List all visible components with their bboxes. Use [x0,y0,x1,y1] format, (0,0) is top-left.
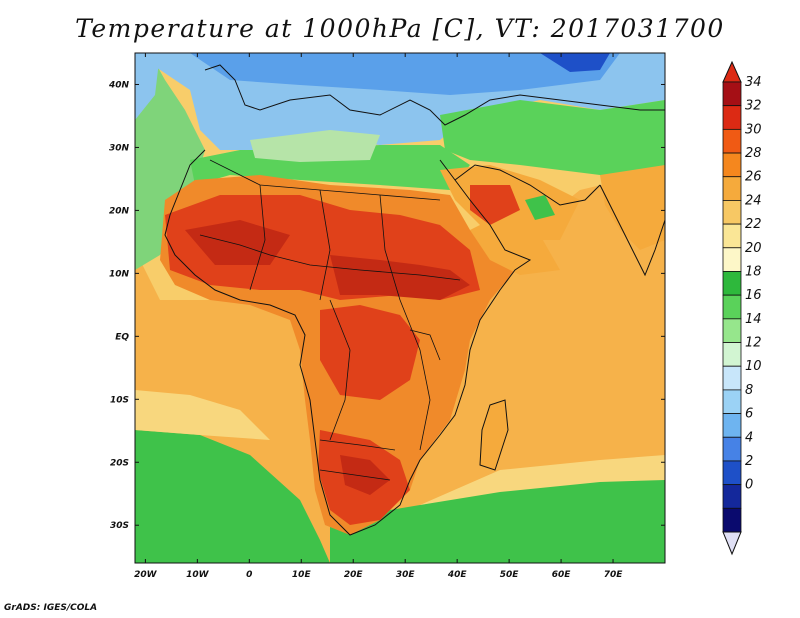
colorbar-label: 16 [745,288,762,303]
colorbar-label: 34 [745,75,762,90]
lon-tick-label: 20E [344,570,364,580]
map-title: Temperature at 1000hPa [C], VT: 20170317… [75,14,725,43]
central-africa-hottest [330,255,470,300]
temperature-field [135,53,665,563]
arabian-coastline [454,164,601,206]
colorbar-label: 12 [745,336,762,351]
colorbar-swatch [722,176,742,201]
lon-tick-label: 60E [552,570,572,580]
lat-tick-label: 20S [110,458,129,468]
lat-tick-label: 30N [109,143,130,153]
lon-tick-label: 30E [396,570,416,580]
colorbar-swatch [722,152,742,178]
colorbar-label: 20 [745,241,762,256]
black-sea-cold [540,53,610,72]
kalahari-hottest [340,455,390,495]
colorbar-swatch [722,271,742,296]
colorbar-top-arrow [722,60,742,83]
lon-tick-label: 0 [246,570,252,580]
madagascar-warm [480,400,508,470]
colorbar-label: 8 [745,383,753,398]
colorbar-label: 30 [745,122,762,137]
colorbar-swatch [722,200,742,225]
colorbar-swatch [722,413,742,438]
colorbar-swatch [722,484,742,509]
colorbar-swatch [722,389,742,414]
colorbar-label: 6 [745,407,753,422]
colorbar-label: 22 [745,217,762,232]
lat-tick-label: 10S [110,395,129,405]
west-africa-hottest [185,220,290,265]
colorbar-swatch [722,365,742,391]
colorbar-label: 24 [745,193,762,208]
colorbar-swatch [722,128,742,154]
colorbar-label: 18 [745,264,762,279]
colorbar-swatch [722,294,742,320]
congo-hot [320,305,420,400]
lon-tick-label: 70E [604,570,624,580]
colorbar-bottom-arrow [722,531,742,556]
sahara-cool [250,130,380,162]
north-atlantic-cold [135,53,160,120]
colorbar-swatch [722,436,742,462]
colorbar-label: 2 [745,454,753,469]
lon-tick-label: 20W [134,570,158,580]
colorbar-label: 32 [745,99,762,114]
colorbar-swatch [722,460,742,486]
colorbar-label: 14 [745,312,762,327]
colorbar-label: 26 [745,170,762,185]
southern-ocean-transition [420,455,665,505]
lon-tick-label: 10E [292,570,312,580]
south-atlantic-transition [135,390,270,440]
colorbar-swatch [722,318,742,343]
colorbar-label: 28 [745,146,762,161]
india-warm [600,165,665,250]
colorbar-swatch [722,247,742,272]
north-coast-line [204,64,665,126]
europe-cool [190,53,620,95]
africa-coastline [164,149,532,536]
colorbar-swatch [722,507,742,533]
lat-tick-label: 30S [110,521,129,531]
arabia-green-patch [525,195,555,220]
colorbar-swatch [722,342,742,367]
middle-east-green [440,100,665,175]
colorbar-label: 10 [745,359,762,374]
madagascar-coastline [479,399,509,471]
lat-tick-label: 10N [109,269,130,279]
north-atlantic-cool [135,53,205,270]
india-coastline [599,184,665,277]
lat-tick-label: 40N [108,80,130,90]
colorbar-swatch [722,223,742,249]
colorbar-swatch [722,105,742,130]
colorbar-swatch [722,81,742,107]
grads-credit: GrADS: IGES/COLA [4,603,98,613]
lon-tick-label: 10W [186,570,210,580]
colorbar-label: 4 [745,430,753,445]
colorbar-label: 0 [745,478,753,493]
country-borders [199,159,461,481]
south-atlantic-cool [135,430,330,563]
southern-ocean-cool [330,478,665,563]
axis-ticks: 20W 10W 0 10E 20E 30E 40E 50E 60E 70E 40N 30N 20N 10N… [108,53,665,580]
lat-tick-label: EQ [115,332,129,342]
map-frame [134,52,666,564]
lat-tick-label: 20N [109,206,130,216]
lon-tick-label: 50E [500,570,520,580]
lon-tick-label: 40E [447,570,468,580]
coastlines [164,64,665,536]
